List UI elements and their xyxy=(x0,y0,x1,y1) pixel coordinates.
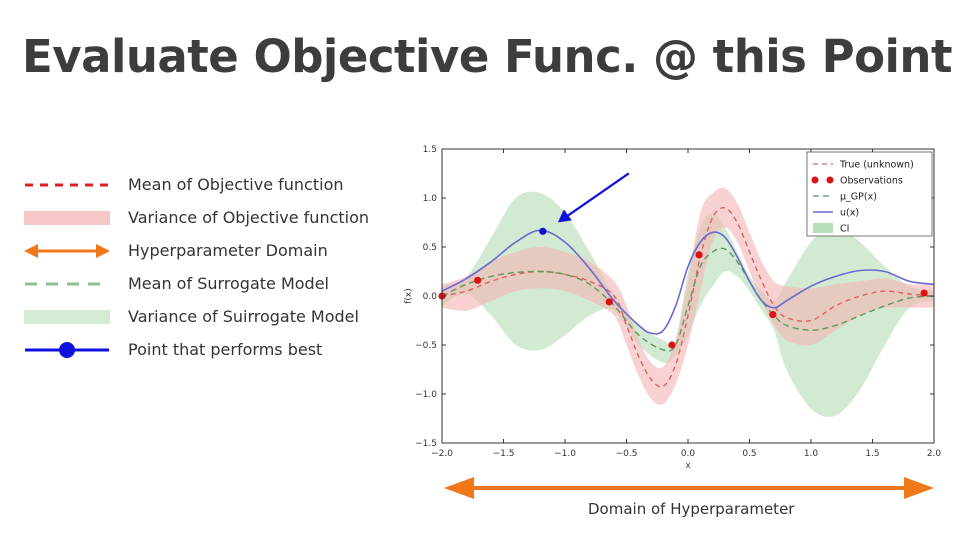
x-tick-label: 0.0 xyxy=(681,449,696,459)
green-dashed-line-icon xyxy=(25,282,109,286)
legend-label: Hyperparameter Domain xyxy=(128,241,328,260)
legend-item-objective-variance: Variance of Objective function xyxy=(22,205,422,238)
true-function-line xyxy=(441,206,935,388)
legend-dot-sample xyxy=(811,176,819,184)
chart-legend-label: Observations xyxy=(840,176,903,187)
legend-label: Mean of Objective function xyxy=(128,175,344,194)
chart-legend-box xyxy=(806,151,933,237)
legend-dot-sample xyxy=(826,176,834,184)
x-tick-label: 2.0 xyxy=(927,449,942,459)
x-tick-label: 1.0 xyxy=(804,449,819,459)
observation-point xyxy=(668,341,676,349)
chart-legend-label: u(x) xyxy=(840,208,859,219)
y-tick-label: 1.5 xyxy=(423,145,437,155)
bayesian-optimization-chart: −2.0 −1.5 −1.0 −0.5 0.0 0.5 1.0 1.5 2.01.51.00.5… xyxy=(404,145,942,471)
legend-item-hyperparameter-domain: Hyperparameter Domain xyxy=(22,238,422,271)
legend-label: Mean of Surrogate Model xyxy=(128,274,329,293)
observation-point xyxy=(474,276,482,284)
legend-item-surrogate-variance: Variance of Suirrogate Model xyxy=(22,304,422,337)
ucb-line xyxy=(441,229,935,335)
x-axis-label: x xyxy=(685,461,691,471)
chart-legend-label: μ_GP(x) xyxy=(840,192,877,203)
x-tick-label: −0.5 xyxy=(616,449,638,459)
y-tick-label: −1.0 xyxy=(415,390,437,400)
y-axis-label: f(x) xyxy=(404,288,414,304)
orange-double-arrow-icon xyxy=(24,244,110,258)
legend-label: Variance of Objective function xyxy=(128,208,370,227)
green-band-icon xyxy=(24,310,110,324)
y-tick-label: −1.5 xyxy=(415,439,437,449)
legend-item-surrogate-mean: Mean of Surrogate Model xyxy=(22,271,422,304)
y-tick-label: −0.5 xyxy=(415,341,437,351)
true-variance-band xyxy=(442,187,934,405)
y-tick-label: 0.5 xyxy=(423,243,437,253)
x-tick-label: −1.0 xyxy=(554,449,576,459)
annotation-arrow-shaft xyxy=(566,172,630,218)
x-tick-label: −2.0 xyxy=(431,449,453,459)
observation-point xyxy=(920,289,928,297)
x-tick-label: 0.5 xyxy=(742,449,756,459)
legend-label: Point that performs best xyxy=(128,340,323,359)
best-point xyxy=(539,227,547,235)
legend-item-best-point: Point that performs best xyxy=(22,337,422,370)
legend-patch-sample xyxy=(813,223,833,233)
observation-point xyxy=(769,311,777,319)
gp-mean-line xyxy=(441,247,935,352)
y-tick-label: 1.0 xyxy=(423,194,438,204)
chart-legend-label: CI xyxy=(840,224,849,235)
legend-label: Variance of Suirrogate Model xyxy=(128,307,359,326)
page-title: Evaluate Objective Func. @ this Point xyxy=(22,30,952,83)
domain-label: Domain of Hyperparameter xyxy=(588,500,795,518)
pink-band-icon xyxy=(24,211,110,225)
observation-point xyxy=(605,298,613,306)
custom-legend: Mean of Objective function Variance of O… xyxy=(22,172,422,370)
red-dashed-line-icon xyxy=(25,183,109,187)
y-tick-label: 0.0 xyxy=(423,292,438,302)
observation-point xyxy=(695,251,703,259)
legend-item-objective-mean: Mean of Objective function xyxy=(22,172,422,205)
annotation-arrow-head xyxy=(557,209,572,223)
x-tick-label: −1.5 xyxy=(493,449,515,459)
x-tick-label: 1.5 xyxy=(865,449,879,459)
chart-legend-label: True (unknown) xyxy=(839,160,914,171)
blue-line-dot-icon xyxy=(25,342,109,358)
